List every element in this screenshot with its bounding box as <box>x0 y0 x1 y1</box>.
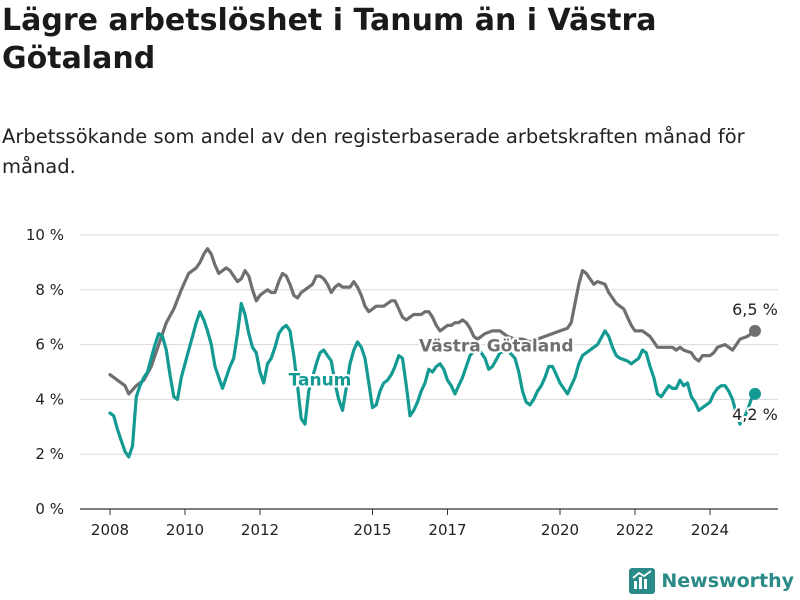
series-label-vastra-gotaland: Västra Götaland <box>419 336 574 356</box>
end-value-label-vastra-gotaland: 6,5 % <box>732 300 778 319</box>
brand-name: Newsworthy <box>661 570 794 592</box>
x-tick-label: 2010 <box>166 521 204 539</box>
x-tick-label: 2015 <box>353 521 391 539</box>
x-tick-label: 2022 <box>616 521 654 539</box>
y-tick-label: 8 % <box>35 281 64 299</box>
series-labels: Västra Götaland Tanum 6,5 % 4,2 % <box>287 298 780 426</box>
chart-subtitle: Arbetssökande som andel av den registerb… <box>2 125 745 178</box>
y-tick-label: 10 % <box>26 226 64 244</box>
newsworthy-logo: Newsworthy <box>629 568 794 594</box>
y-tick-label: 2 % <box>35 445 64 463</box>
series-lines <box>108 247 761 459</box>
chart-logo-icon <box>629 568 656 594</box>
series-label-tanum: Tanum <box>289 371 352 391</box>
end-point-tanum <box>749 387 761 400</box>
grid-lines <box>80 234 778 510</box>
x-axis-ticks: 2008 2010 2012 2015 2017 2020 2022 2024 <box>91 509 729 539</box>
y-axis-ticks: 0 % 2 % 4 % 6 % 8 % 10 % <box>26 226 64 518</box>
x-tick-label: 2020 <box>541 521 579 539</box>
series-line-tanum <box>108 301 757 459</box>
chart-title: Lägre arbetslöshet i Tanum än i Västra G… <box>2 3 657 76</box>
x-tick-label: 2008 <box>91 521 129 539</box>
y-tick-label: 6 % <box>35 336 64 354</box>
y-tick-label: 0 % <box>35 500 64 518</box>
end-value-label-tanum: 4,2 % <box>732 405 778 424</box>
series-line-vastra-gotaland <box>108 247 757 396</box>
y-tick-label: 4 % <box>35 390 64 408</box>
end-point-vastra-gotaland <box>749 324 761 337</box>
x-tick-label: 2012 <box>241 521 279 539</box>
x-tick-label: 2024 <box>691 521 729 539</box>
x-tick-label: 2017 <box>428 521 466 539</box>
